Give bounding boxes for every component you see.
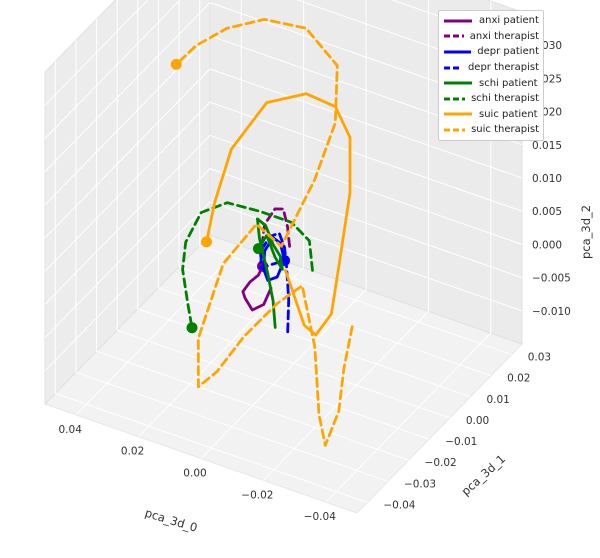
legend-label: schi therapist [471,93,539,105]
y-tick-label: −0.01 [445,436,477,448]
z-tick-label: −0.005 [532,273,571,285]
legend-item: anxi patient [443,13,539,29]
legend-label: depr therapist [467,62,539,74]
legend-swatch [444,34,464,38]
legend-swatch [444,112,472,116]
series-line-suic-patient [205,92,352,337]
x-tick-label: 0.02 [121,446,144,458]
legend-swatch [444,19,472,23]
z-axis-label: pca_3d_2 [579,205,593,259]
gridline-y [157,0,471,398]
x-tick-label: −0.02 [241,489,273,501]
gridline-y [116,0,430,440]
legend-item: anxi therapist [443,29,539,45]
z-tick-label: 0.000 [532,239,562,251]
y-tick-label: −0.02 [425,457,457,469]
side-pane [44,0,211,406]
gridline-z [44,101,523,272]
gridline-z [44,68,523,239]
legend-swatch [444,66,462,70]
gridline-y [75,40,389,482]
legend-swatch [444,128,466,132]
x-tick-label: 0.00 [183,468,206,480]
y-axis-label: pca_3d_1 [459,452,509,499]
y-tick-label: 0.00 [466,415,489,427]
legend-label: depr patient [477,46,539,58]
tick-labels: −0.04 −0.02 0.00 0.02 0.04 −0.04 −0.03 −0.02 −0.… [59,40,571,523]
legend-label: suic patient [479,108,538,120]
y-tick-label: 0.01 [486,394,509,406]
legend-item: suic therapist [443,122,539,138]
legend-label: schi patient [479,77,538,89]
gridline-x [263,0,429,481]
gridline-x [138,0,305,438]
gridline-z [44,201,523,372]
gridline-y [199,0,512,356]
gridline-z [44,2,523,172]
legend-label: anxi therapist [469,30,539,42]
x-tick-label: −0.04 [304,511,336,523]
gridline-y [96,19,409,461]
gridline-z [44,0,523,106]
gridline-z [44,0,523,139]
gridline-z [44,168,523,338]
series-layer [170,17,354,447]
legend-label: suic therapist [471,124,539,136]
gridline-x [200,0,367,459]
gridline-y [178,0,492,377]
y-tick-label: 0.02 [507,373,530,385]
gridline-z [44,134,523,305]
gridlines [44,0,523,503]
x-tick-label: 0.04 [59,424,83,436]
legend-swatch [444,97,466,101]
legend: anxi patient anxi therapist depr patient de… [438,10,544,141]
legend-label: anxi patient [479,15,539,27]
z-tick-label: −0.010 [532,306,571,318]
gridline-y [137,0,450,419]
y-tick-label: 0.03 [528,352,551,364]
end-marker-suic-patient [201,236,213,248]
legend-item: depr therapist [443,60,539,76]
gridline-z [44,35,523,206]
z-tick-label: 0.010 [532,173,562,185]
series-line-anxi-patient [241,264,273,312]
legend-item: schi therapist [443,91,539,107]
gridline-y [54,61,368,503]
end-marker-suic-therapist [170,58,182,70]
legend-swatch [444,81,472,85]
series-line-suic-therapist [174,17,354,447]
z-tick-label: 0.005 [532,206,562,218]
y-tick-label: −0.04 [383,499,415,511]
legend-item: schi patient [443,75,539,91]
legend-item: suic patient [443,107,539,123]
y-tick-label: −0.03 [404,478,436,490]
z-tick-label: 0.015 [532,140,562,152]
x-axis-label: pca_3d_0 [143,506,199,535]
legend-item: depr patient [443,44,539,60]
end-marker-schi-therapist [186,322,198,334]
end-marker-schi-patient [252,243,264,255]
legend-swatch [444,50,472,54]
